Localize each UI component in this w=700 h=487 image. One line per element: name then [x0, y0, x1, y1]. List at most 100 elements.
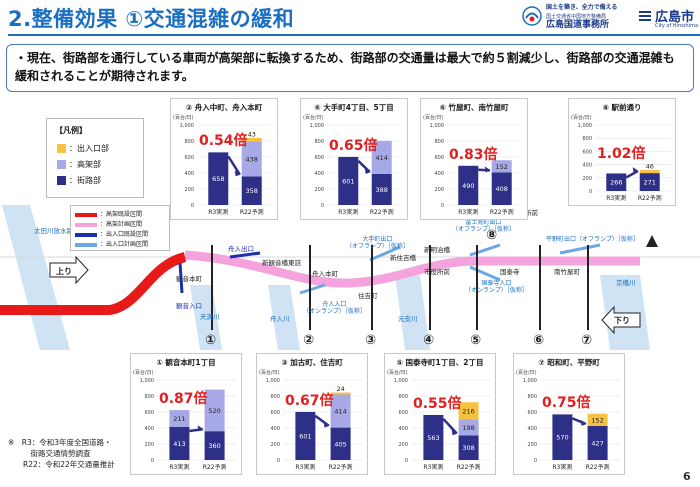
- tick-label: 400: [582, 163, 592, 169]
- legend-label: ：街路部: [69, 176, 101, 185]
- map-legend-label: ：出入口計画区間: [100, 241, 149, 248]
- legend-item-street: ：街路部: [57, 175, 101, 186]
- data-label: 570: [556, 434, 568, 442]
- axis-unit: (百台/日): [423, 114, 444, 121]
- elevated-bar: [169, 410, 190, 427]
- category-label: R3実測: [338, 208, 358, 216]
- chart-title: ② 舟入中町、舟入本町: [185, 103, 263, 112]
- legend-title: 【凡例】: [55, 126, 87, 135]
- point-6: ⑥: [533, 333, 545, 348]
- stacked-bar-chart: (百台/日) 1,000 800 600 400 200 0 490 R3実測 408 152 R22…: [423, 114, 523, 216]
- tick-label: 200: [527, 442, 537, 448]
- axis-unit: (百台/日): [571, 114, 592, 121]
- street-bar: [587, 425, 608, 460]
- trend-arrow-head: [364, 167, 371, 174]
- stacked-bar-chart: (百台/日) 1,000 800 600 400 200 0 601 R3実測 388 414 R22…: [303, 114, 403, 216]
- label-funairi-river: 舟入川: [270, 315, 290, 323]
- lead-box: ・現在、街路部を通行している車両が高架部に転換するため、街路部の交通量は最大で約…: [6, 44, 694, 92]
- street-bar: [423, 414, 444, 460]
- legend-swatch: [57, 176, 66, 185]
- chart-panel-3: ③ 加古町、住吉町 (百台/日) 1,000 800 600 400 200 0 601 R3実測…: [256, 353, 368, 475]
- tick-label: 1,000: [140, 378, 154, 384]
- point-1: ①: [205, 333, 217, 348]
- chart-title: ⑦ 昭和町、平野町: [538, 358, 600, 367]
- map-legend-item: ：高架計画区間: [75, 219, 142, 228]
- category-label: R3実測: [295, 463, 315, 471]
- category-label: R3実測: [606, 194, 626, 202]
- data-label: 43: [248, 130, 256, 138]
- label-hiranomachi-exit: 平野町出口（オフランプ）［仮称］: [546, 236, 639, 243]
- tick-label: 400: [434, 171, 444, 177]
- label-shin-kannon: 新観音橋東詰: [262, 259, 301, 267]
- label-kyobashi: 京橋川: [616, 279, 636, 287]
- ratio-label: 0.67倍: [285, 392, 334, 409]
- chart-title: ⑥ 竹屋町、南竹屋町: [439, 103, 509, 112]
- tick-label: 800: [527, 394, 537, 400]
- ratio-label: 0.87倍: [159, 391, 208, 408]
- chart-title: ① 観音本町1丁目: [156, 358, 216, 367]
- map-legend-label: ：高架既設区間: [100, 211, 143, 218]
- data-label: 24: [336, 385, 344, 393]
- tick-label: 800: [144, 394, 154, 400]
- city-sub: City of Hiroshima: [655, 23, 699, 29]
- chart-panel-6: ⑥ 竹屋町、南竹屋町 (百台/日) 1,000 800 600 400 200 0 490 R3実…: [420, 98, 528, 220]
- ratio-label: 0.83倍: [449, 146, 498, 163]
- map-legend-item: ：出入口計画区間: [75, 239, 148, 248]
- label-down: 下り: [614, 316, 630, 325]
- data-label: 388: [376, 186, 388, 194]
- street-bar: [371, 173, 392, 205]
- axis-unit: (百台/日): [303, 114, 324, 121]
- map-legend-line: [75, 232, 97, 237]
- trend-arrow-head: [632, 167, 639, 174]
- street-bar: [241, 176, 262, 205]
- tick-label: 400: [144, 426, 154, 432]
- tick-label: 600: [184, 155, 194, 161]
- data-label: 271: [644, 179, 656, 187]
- ramp-bar: [639, 170, 660, 174]
- street-bar: [204, 431, 225, 460]
- category-label: R3実測: [423, 463, 443, 471]
- tick-label: 800: [184, 139, 194, 145]
- category-label: R3実測: [458, 208, 478, 216]
- category-label: R22予測: [370, 208, 394, 216]
- tick-label: 600: [434, 155, 444, 161]
- elevated-bar: [241, 141, 262, 177]
- legend-item-ramp: ：出入口部: [57, 143, 109, 154]
- category-label: R22予測: [638, 194, 662, 202]
- tick-label: 0: [321, 203, 324, 209]
- street-bar: [458, 435, 479, 460]
- tick-label: 1,000: [394, 378, 408, 384]
- axis-unit: (百台/日): [173, 114, 194, 121]
- legend-swatch: [57, 160, 66, 169]
- label-shin-sakai: 新明治橋: [424, 246, 450, 254]
- office-slogan: 国土を築き、全力で備える: [546, 4, 618, 11]
- city-mark-icon: [638, 8, 652, 22]
- data-label: 152: [591, 416, 603, 424]
- label-motoyasu: 元安川: [398, 315, 418, 323]
- point-5: ⑤: [470, 333, 482, 348]
- data-label: 490: [462, 182, 474, 190]
- ratio-label: 0.75倍: [542, 395, 591, 412]
- label-otemachi-exit: 大手町出口 （オフランプ）［仮称］: [346, 236, 409, 250]
- chart-title: ⑤ 国泰寺町1丁目、2丁目: [396, 358, 484, 367]
- trend-arrow-head: [234, 170, 241, 177]
- page-number: 6: [683, 470, 691, 483]
- stacked-bar-chart: (百台/日) 1,000 800 600 400 200 0 563 R3実測 308 198 216…: [387, 369, 491, 471]
- tick-label: 200: [144, 442, 154, 448]
- label-ohtagawa: 太田川放水路: [34, 227, 73, 235]
- tick-label: 200: [582, 176, 592, 182]
- stacked-bar-chart: (百台/日) 1,000 800 600 400 200 0 658 R3実測 358 438 43 R…: [173, 114, 273, 216]
- label-tenma: 天満川: [200, 313, 220, 321]
- label-kokutaiji: 国泰寺: [500, 268, 520, 276]
- map-legend-item: ：高架既設区間: [75, 209, 142, 218]
- point-2: ②: [303, 333, 315, 348]
- tick-label: 0: [151, 458, 154, 464]
- mlit-mark-icon: [522, 6, 542, 26]
- elevated-bar: [204, 389, 225, 432]
- office-sub: 国土交通省中国地方整備局: [546, 14, 607, 20]
- tick-label: 1,000: [523, 378, 537, 384]
- tick-label: 0: [534, 458, 537, 464]
- map-legend-line: [75, 222, 97, 227]
- street-bar: [552, 414, 573, 460]
- category-label: R3実測: [552, 463, 572, 471]
